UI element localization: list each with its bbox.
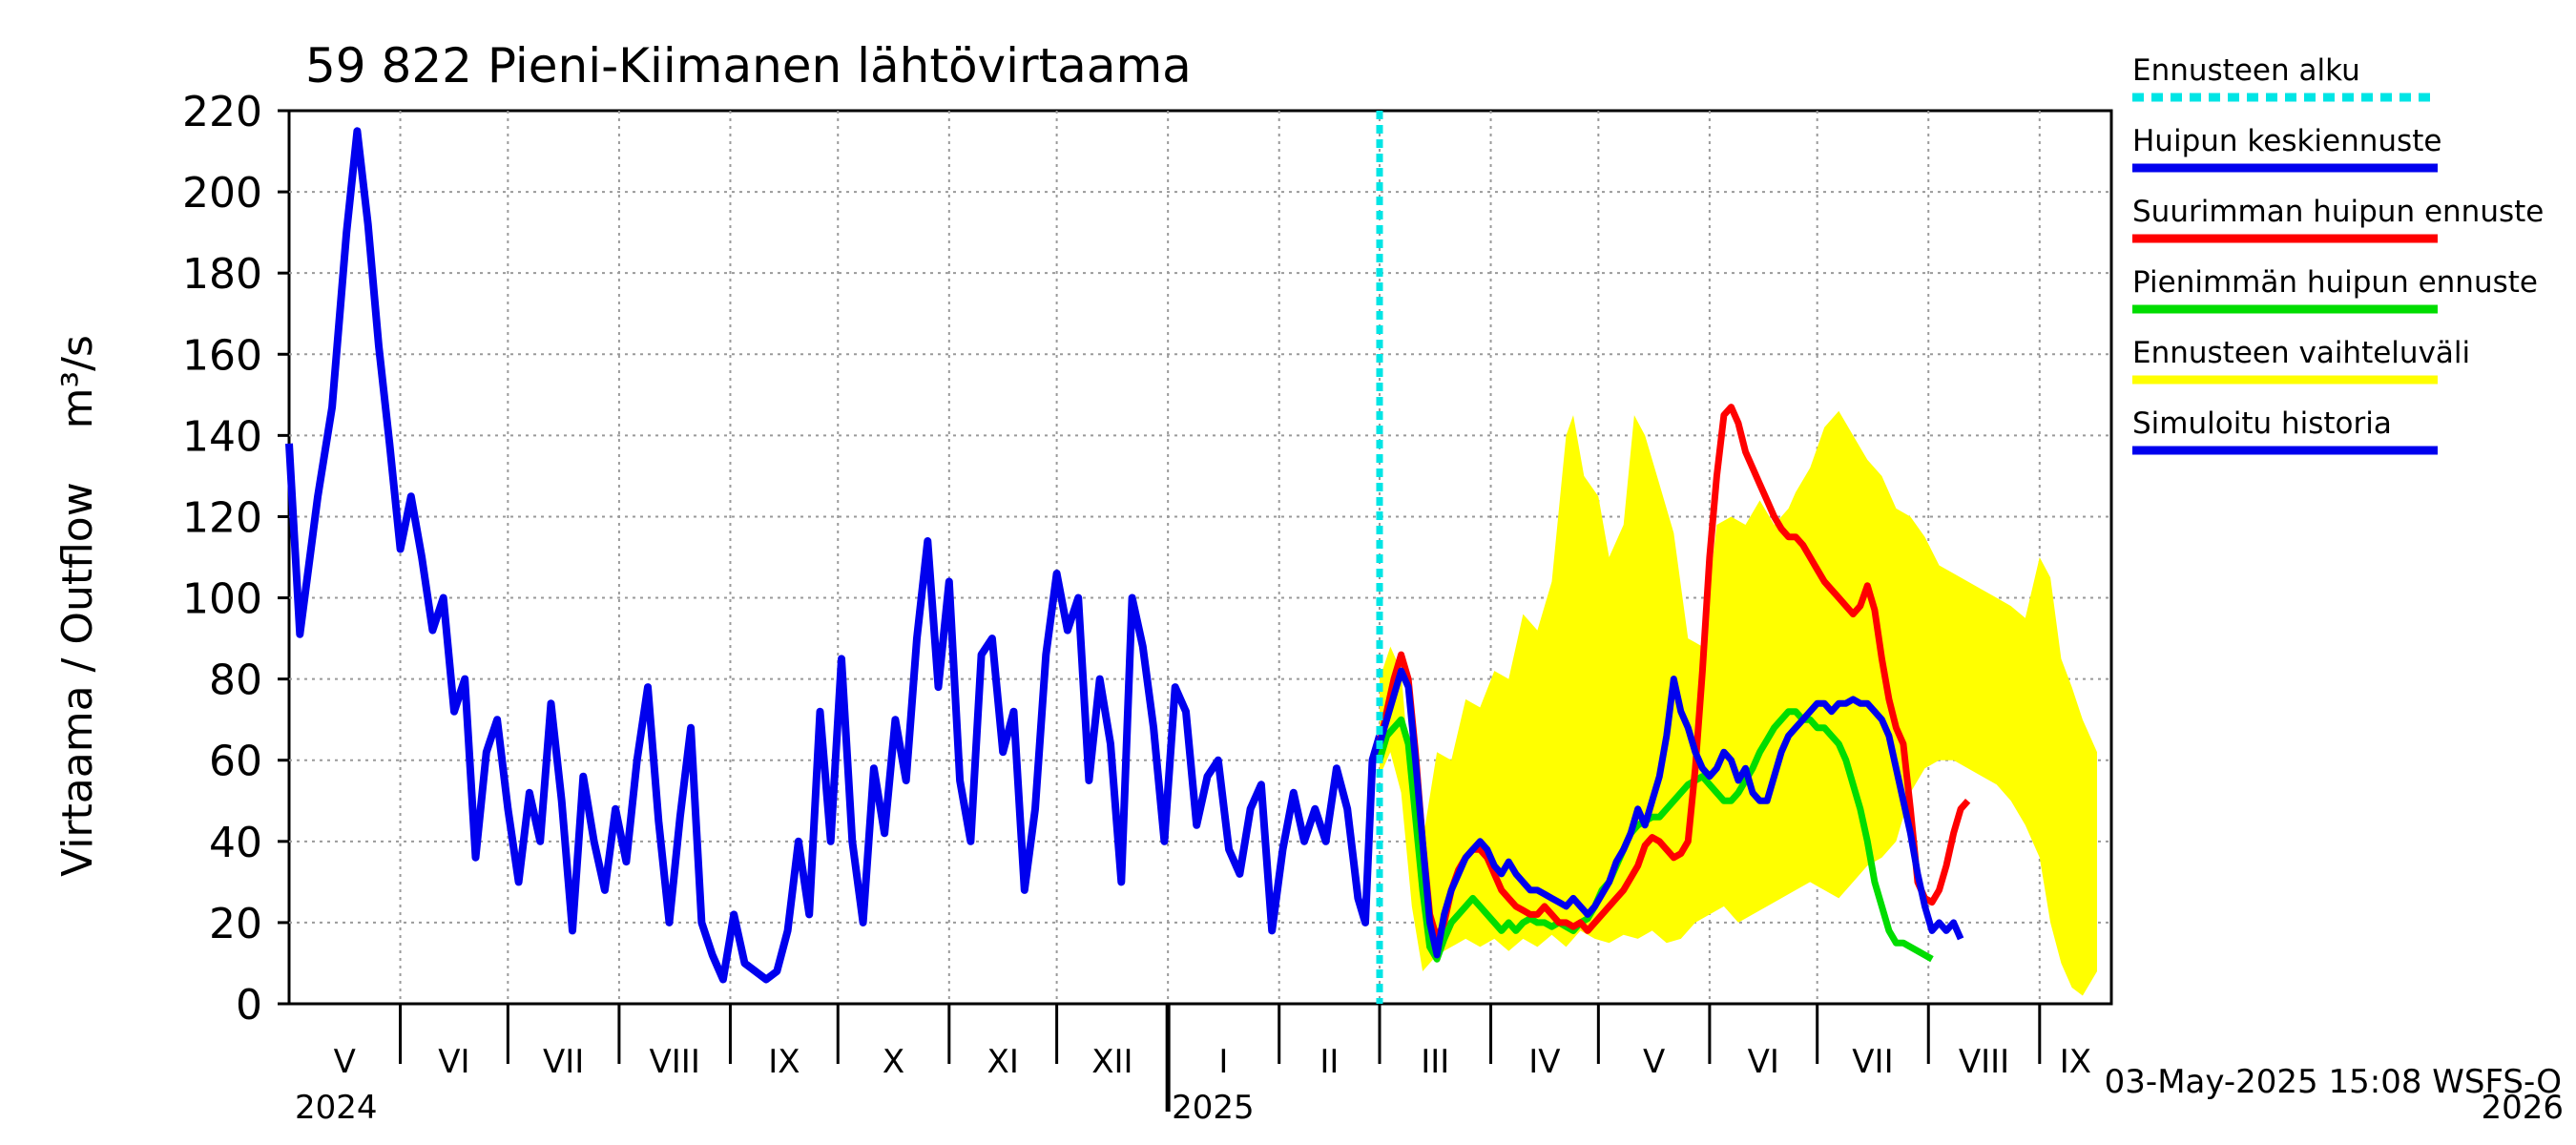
y-tick-label: 140: [182, 412, 262, 461]
y-tick-label: 80: [209, 656, 262, 705]
month-label: XI: [987, 1043, 1019, 1081]
legend-label: Ennusteen alku: [2132, 53, 2360, 88]
y-tick-label: 20: [209, 900, 262, 948]
month-label: X: [883, 1043, 904, 1081]
y-tick-label: 160: [182, 331, 262, 380]
legend-label: Pienimmän huipun ennuste: [2132, 265, 2538, 300]
mean-forecast-line: [1376, 667, 1964, 959]
year-label: 2026: [2482, 1089, 2565, 1127]
month-label: IX: [768, 1043, 800, 1081]
month-label: VIII: [1959, 1043, 2009, 1081]
month-label: VIII: [650, 1043, 700, 1081]
month-label: III: [1421, 1043, 1449, 1081]
chart-title: 59 822 Pieni-Kiimanen lähtövirtaama: [305, 38, 1192, 94]
y-tick-label: 220: [182, 88, 262, 136]
y-tick-label: 0: [236, 981, 262, 1030]
x-axis-labels: V VI VII VIII IX X XI XII I II III IV V VI VII VIII IX20…: [295, 1043, 2564, 1127]
min-forecast-line: [1376, 708, 1934, 963]
legend: Ennusteen alku Huipun keskiennuste Suurimm…: [2132, 53, 2544, 455]
legend-label: Huipun keskiennuste: [2132, 124, 2441, 158]
forecast-range-band: [1380, 410, 2097, 996]
month-label: XII: [1091, 1043, 1132, 1081]
legend-label: Suurimman huipun ennuste: [2132, 195, 2544, 229]
month-label: IX: [2060, 1043, 2091, 1081]
y-tick-label: 100: [182, 575, 262, 624]
max-forecast-line: [1376, 404, 1971, 943]
month-label: V: [334, 1043, 356, 1081]
y-tick-label: 60: [209, 738, 262, 786]
y-tick-label: 120: [182, 493, 262, 542]
legend-label: Simuloitu historia: [2132, 406, 2392, 441]
month-label: V: [1643, 1043, 1665, 1081]
year-label: 2024: [295, 1089, 378, 1127]
month-label: II: [1319, 1043, 1339, 1081]
timestamp: 03-May-2025 15:08 WSFS-O: [2105, 1063, 2562, 1101]
y-axis-label: Virtaama / Outflow m³/s: [53, 335, 102, 877]
y-tick-labels: 0 20 40 60 80 100 120 140 160 180 200 220: [182, 88, 262, 1030]
month-label: VI: [438, 1043, 469, 1081]
month-label: VII: [1852, 1043, 1893, 1081]
y-tick-label: 200: [182, 169, 262, 218]
month-label: VI: [1748, 1043, 1779, 1081]
month-label: IV: [1528, 1043, 1560, 1081]
series-group: [285, 111, 2097, 1004]
history-line: [285, 127, 1383, 984]
month-label: I: [1218, 1043, 1228, 1081]
legend-label: Ennusteen vaihteluväli: [2132, 336, 2470, 370]
y-tick-label: 180: [182, 250, 262, 299]
y-tick-label: 40: [209, 819, 262, 867]
month-label: VII: [543, 1043, 584, 1081]
grid: [278, 109, 2111, 1112]
year-label: 2025: [1172, 1089, 1255, 1127]
